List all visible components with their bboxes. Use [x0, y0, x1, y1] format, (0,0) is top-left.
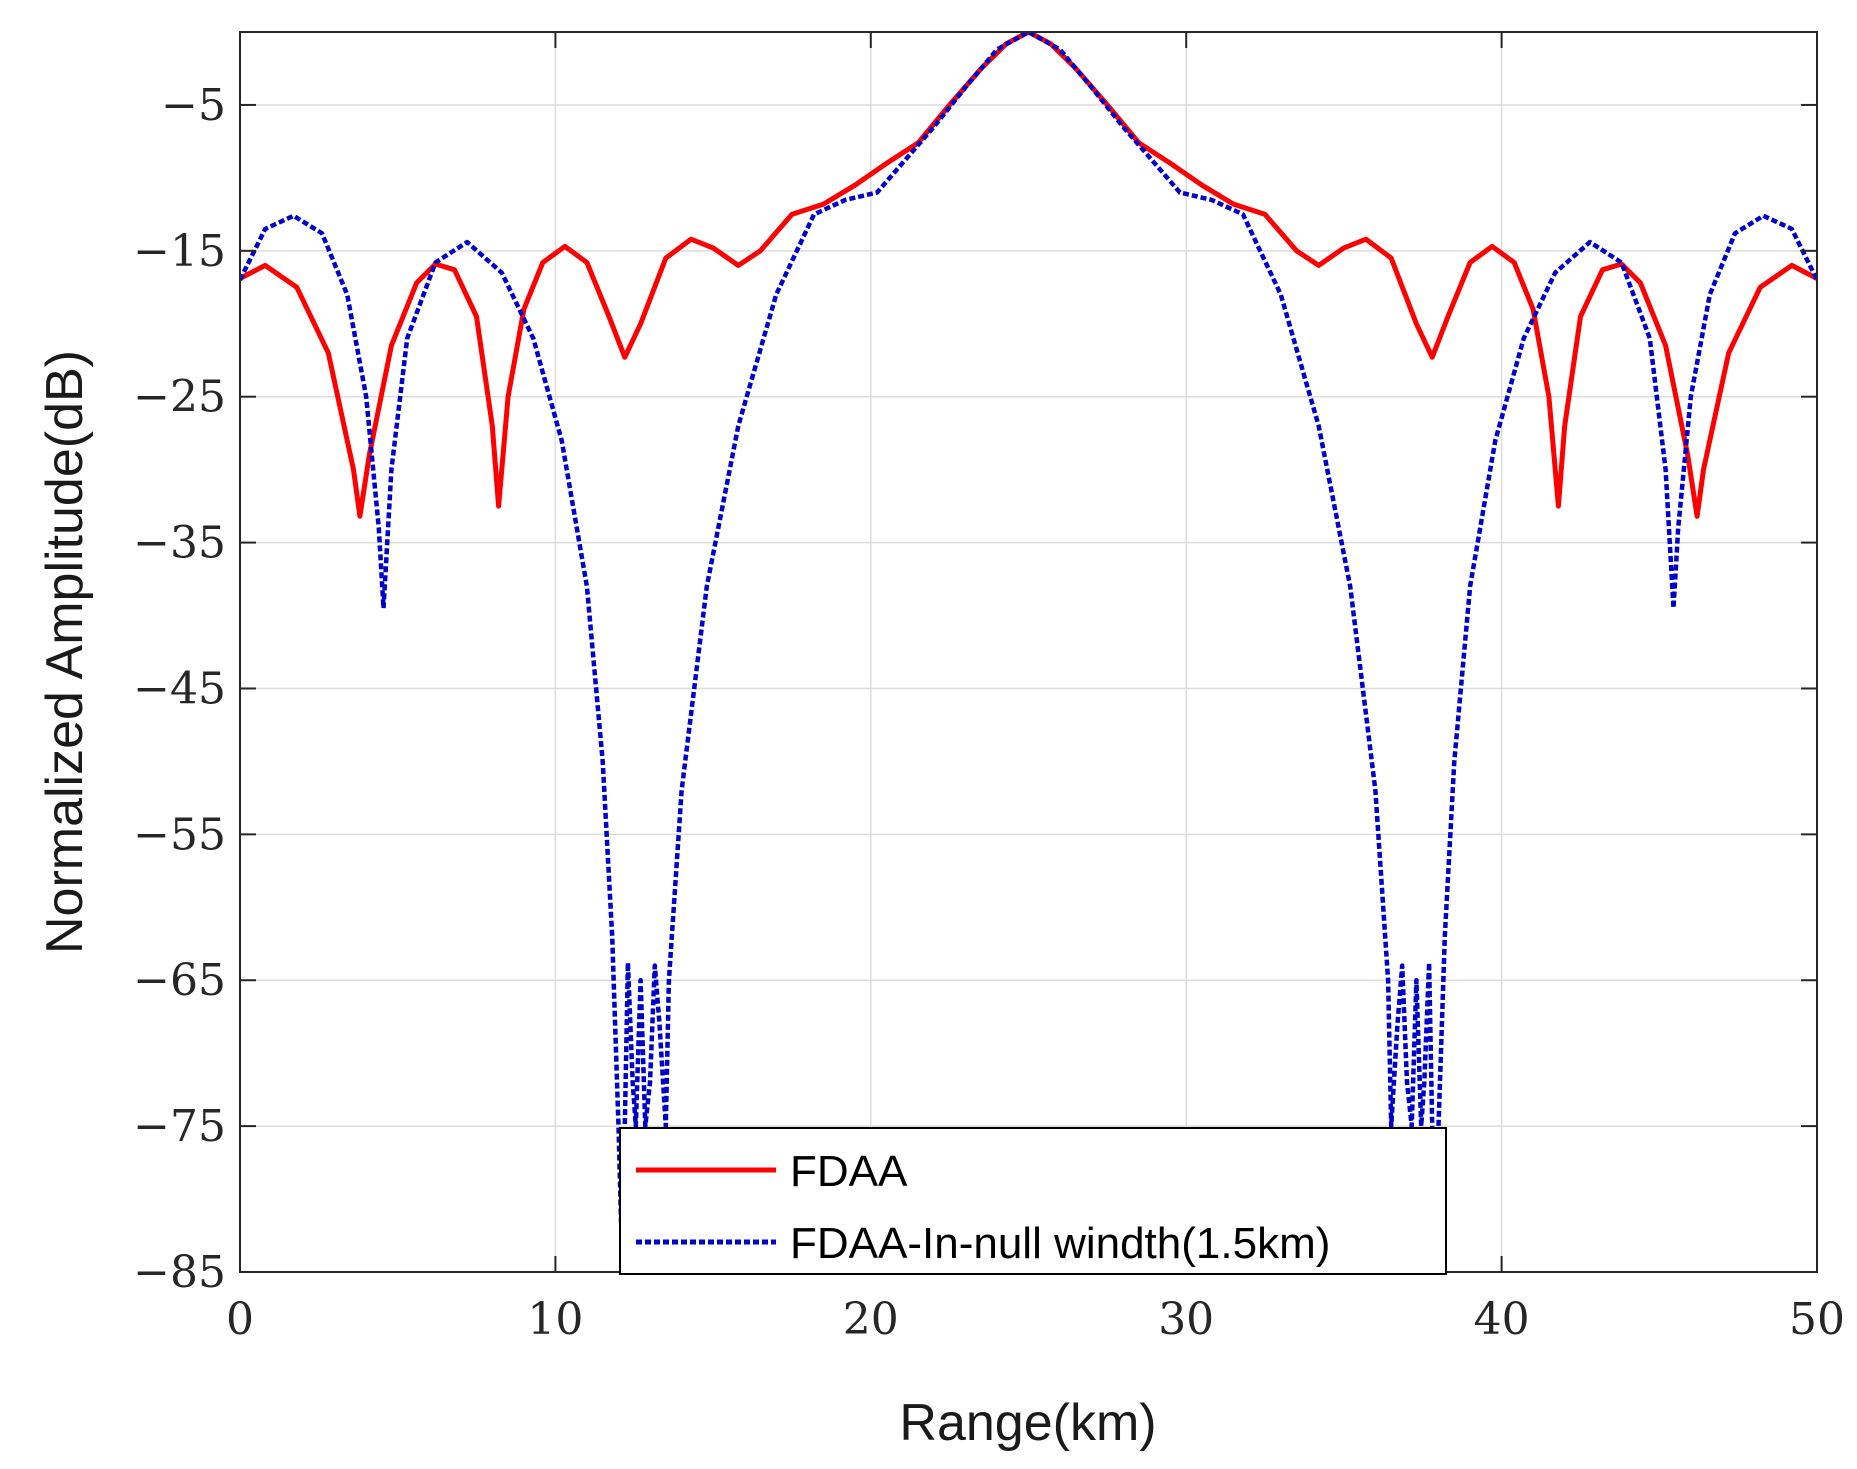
y-axis-label: Normalized Amplitude(dB) — [36, 350, 94, 954]
x-tick-label: 0 — [226, 1294, 254, 1345]
y-tick-label: −75 — [133, 1101, 226, 1152]
legend: FDAA FDAA-In-null windth(1.5km) — [619, 1127, 1447, 1275]
ticks: 0 10 20 30 40 50 −5 −15 −25 −35 −45 −55 −65 −75 −85 — [133, 32, 1845, 1345]
y-tick-label: −45 — [133, 663, 226, 714]
plot-background — [240, 32, 1817, 1272]
legend-label-fdaa-in-null: FDAA-In-null windth(1.5km) — [790, 1219, 1330, 1268]
series-line-fdaa-in-null — [240, 32, 1817, 1246]
x-tick-label: 40 — [1474, 1294, 1530, 1345]
legend-box — [619, 1127, 1447, 1275]
x-tick-label: 20 — [843, 1294, 899, 1345]
y-tick-label: −25 — [133, 372, 226, 423]
y-tick-label: −15 — [133, 226, 226, 277]
y-tick-label: −55 — [133, 809, 226, 860]
series-line-fdaa — [240, 32, 1817, 519]
legend-label-fdaa: FDAA — [790, 1147, 908, 1196]
y-tick-label: −5 — [161, 80, 226, 131]
x-axis-label: Range(km) — [899, 1394, 1156, 1452]
x-tick-label: 50 — [1789, 1294, 1845, 1345]
y-tick-label: −35 — [133, 518, 226, 569]
x-tick-label: 30 — [1158, 1294, 1214, 1345]
series-layer — [240, 32, 1817, 1246]
y-tick-label: −85 — [133, 1247, 226, 1298]
y-tick-label: −65 — [133, 955, 226, 1006]
x-tick-label: 10 — [527, 1294, 583, 1345]
